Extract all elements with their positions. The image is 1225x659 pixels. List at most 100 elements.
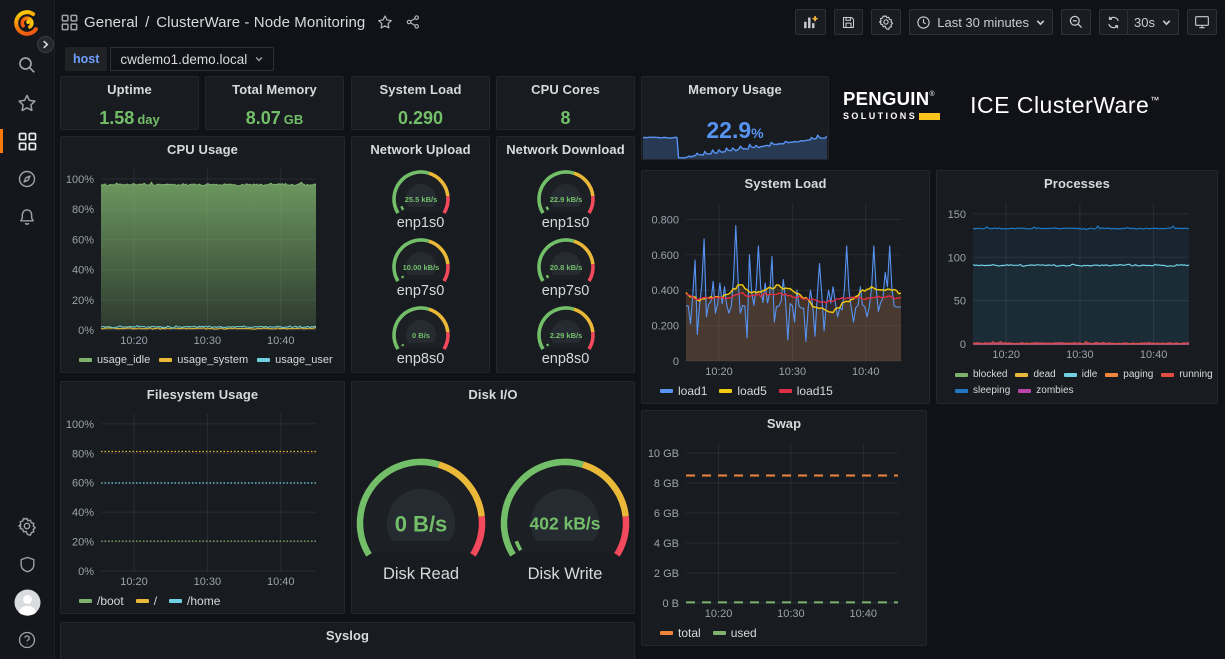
- cycle-view-mode-button[interactable]: [1187, 9, 1217, 35]
- sidebar-item-help[interactable]: [0, 621, 55, 659]
- panel-title[interactable]: Disk I/O: [468, 386, 518, 402]
- x-axis-tick-label: 10:30: [1066, 349, 1094, 361]
- breadcrumb-folder[interactable]: General: [84, 13, 139, 31]
- processes-plot[interactable]: 10:20 10:30 10:40 0 50 100 150: [941, 195, 1213, 363]
- swap-chart[interactable]: 10:20 10:30 10:40 0 B 2 GB 4 GB 6 GB 8 GB 10 GB t…: [646, 435, 922, 645]
- legend-item-usage-idle[interactable]: usage_idle: [79, 353, 150, 367]
- legend-label: idle: [1081, 369, 1098, 380]
- legend-item-paging[interactable]: paging: [1105, 368, 1153, 382]
- system_load-plot[interactable]: 10:20 10:30 10:40 0 0.200 0.400 0.600 0.800: [646, 195, 925, 380]
- x-axis-tick-label: 10:20: [120, 335, 148, 347]
- filesystem-plot[interactable]: 10:20 10:30 10:40 0% 20% 40% 60% 80% 100%: [65, 406, 340, 590]
- legend-label: blocked: [973, 369, 1008, 380]
- panel-title[interactable]: Syslog: [325, 627, 370, 643]
- sidebar-item-alerting[interactable]: [0, 198, 55, 236]
- legend-item-load15[interactable]: load15: [778, 384, 833, 398]
- save-dashboard-button[interactable]: [834, 9, 864, 35]
- legend-swatch: [1105, 373, 1119, 377]
- time-range-picker[interactable]: Last 30 minutes: [909, 9, 1054, 35]
- sidebar-item-explore[interactable]: [0, 160, 55, 198]
- shield-icon: [19, 556, 35, 572]
- legend-item-load5[interactable]: load5: [719, 384, 767, 398]
- refresh-button-group: 30s: [1099, 9, 1179, 35]
- legend-item-idle[interactable]: idle: [1063, 368, 1098, 382]
- star-dashboard-button[interactable]: [377, 14, 393, 30]
- panel-title[interactable]: System Load: [744, 175, 827, 191]
- add-panel-button[interactable]: [795, 9, 827, 35]
- legend-item--boot[interactable]: /boot: [79, 594, 124, 608]
- gauge-threshold-arc: [581, 461, 629, 517]
- legend-item-sleeping[interactable]: sleeping: [955, 384, 1010, 398]
- gauge-disk-write: 402 kB/s Disk Write: [498, 458, 632, 584]
- legend-item--[interactable]: /: [135, 594, 157, 608]
- series-fill-sleeping: [973, 226, 1189, 344]
- zoom-out-button[interactable]: [1061, 9, 1092, 35]
- x-axis-tick-label: 10:20: [705, 366, 733, 378]
- x-axis-tick-label: 10:30: [777, 608, 805, 620]
- breadcrumb-dashboard-title[interactable]: ClusterWare - Node Monitoring: [156, 13, 366, 31]
- panel-title[interactable]: Total Memory: [232, 81, 317, 97]
- registered-mark: ®: [929, 91, 935, 98]
- bell-icon: [20, 209, 34, 225]
- legend-swatch: [169, 599, 183, 603]
- panel-body: [61, 647, 634, 659]
- star-icon: [18, 94, 36, 112]
- panel-title[interactable]: Swap: [766, 415, 802, 431]
- panel-body: 22.9%: [642, 101, 828, 159]
- sidebar-item-starred[interactable]: [0, 84, 55, 122]
- sidebar-item-dashboards[interactable]: [0, 122, 55, 160]
- series-line-load1: [686, 225, 901, 343]
- panel-title[interactable]: Network Upload: [370, 141, 471, 157]
- panel-title[interactable]: System Load: [379, 81, 462, 97]
- legend-row: load1 load5 load15: [660, 384, 925, 398]
- sidebar-item-search[interactable]: [0, 46, 55, 84]
- gauge-threshold-arc: [427, 171, 450, 197]
- legend-item-dead[interactable]: dead: [1015, 368, 1056, 382]
- legend-item-used[interactable]: used: [712, 626, 757, 640]
- memory-usage-sparkline[interactable]: [643, 118, 827, 159]
- sidebar-item-profile[interactable]: [0, 583, 55, 621]
- cpu_usage-plot[interactable]: 10:20 10:30 10:40 0% 20% 40% 60% 80% 100%: [65, 161, 340, 349]
- legend-item-load1[interactable]: load1: [660, 384, 707, 398]
- gauge-svg: 402 kB/s: [500, 458, 630, 557]
- processes-legend: blocked dead idle paging running sleeping zomb…: [941, 368, 1213, 403]
- sidebar-item-server-admin[interactable]: [0, 545, 55, 583]
- legend-item-usage-user[interactable]: usage_user: [257, 353, 333, 367]
- panel-title[interactable]: Memory Usage: [688, 81, 782, 97]
- gauge-enp7s0: 20.8 kB/s enp7s0: [533, 236, 599, 304]
- grafana-logo[interactable]: [0, 0, 55, 46]
- swap-plot[interactable]: 10:20 10:30 10:40 0 B 2 GB 4 GB 6 GB 8 GB 10 GB: [646, 435, 922, 622]
- panel-title[interactable]: Uptime: [107, 81, 152, 97]
- cpu-usage-chart[interactable]: 10:20 10:30 10:40 0% 20% 40% 60% 80% 100% usage_i…: [65, 161, 340, 372]
- legend-item-usage-system[interactable]: usage_system: [159, 353, 248, 367]
- panel-title[interactable]: CPU Usage: [167, 141, 238, 157]
- legend-row: /boot / /home: [79, 594, 340, 608]
- panel-title[interactable]: CPU Cores: [531, 81, 600, 97]
- share-dashboard-button[interactable]: [405, 14, 421, 30]
- gauge-threshold-arc: [586, 263, 595, 283]
- y-axis-tick-label: 6 GB: [654, 508, 679, 520]
- legend-item-running[interactable]: running: [1161, 368, 1213, 382]
- filesystem-usage-chart[interactable]: 10:20 10:30 10:40 0% 20% 40% 60% 80% 100%/boot / /…: [65, 406, 340, 613]
- system-load-chart[interactable]: 10:20 10:30 10:40 0 0.200 0.400 0.600 0.800 load…: [646, 195, 925, 403]
- panel-title[interactable]: Processes: [1044, 175, 1110, 191]
- panel-title[interactable]: Network Download: [506, 141, 625, 157]
- legend-row: blocked dead idle paging running: [955, 368, 1213, 382]
- variable-host-label[interactable]: host: [65, 47, 108, 71]
- refresh-interval-picker[interactable]: 30s: [1127, 9, 1179, 35]
- sidebar-expand-button[interactable]: [37, 36, 54, 53]
- processes-chart[interactable]: 10:20 10:30 10:40 0 50 100 150 blocked dead idle p…: [941, 195, 1213, 403]
- gauge-enp1s0: 25.5 kB/s enp1s0: [388, 168, 454, 236]
- gauge-svg: 20.8 kB/s: [536, 238, 595, 283]
- refresh-button[interactable]: [1099, 9, 1128, 35]
- legend-item-total[interactable]: total: [660, 626, 701, 640]
- gauge-threshold-arc: [500, 458, 584, 557]
- panel-title[interactable]: Filesystem Usage: [146, 386, 259, 402]
- legend-item--home[interactable]: /home: [169, 594, 220, 608]
- sidebar-item-configuration[interactable]: [0, 507, 55, 545]
- legend-item-blocked[interactable]: blocked: [955, 368, 1007, 382]
- dashboard-settings-button[interactable]: [871, 9, 902, 35]
- legend-item-zombies[interactable]: zombies: [1018, 384, 1074, 398]
- variable-host-picker[interactable]: cwdemo1.demo.local: [110, 47, 275, 71]
- ice-clusterware-wordmark: ICE ClusterWare ™: [970, 92, 1160, 118]
